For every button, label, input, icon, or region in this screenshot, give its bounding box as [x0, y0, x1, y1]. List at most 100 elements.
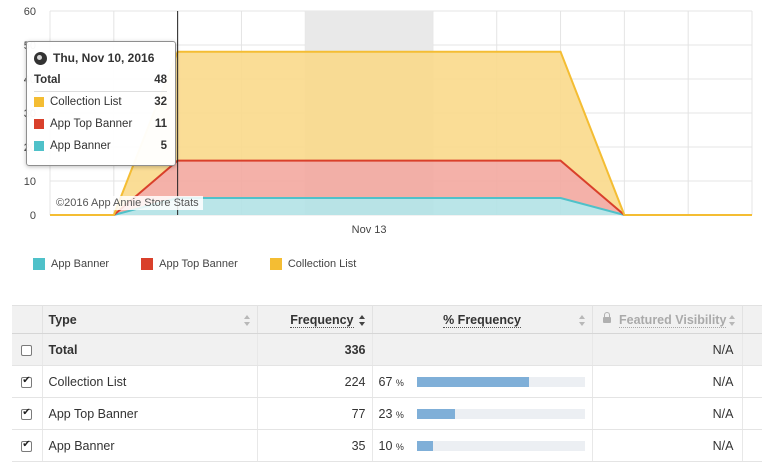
tooltip-total-value: 48 — [154, 74, 167, 86]
row-checkbox[interactable] — [21, 439, 33, 452]
legend-swatch — [33, 258, 45, 270]
row-checkbox[interactable] — [21, 375, 33, 388]
pct-value: 10 % — [379, 439, 417, 453]
row-checkbox-cell — [12, 365, 43, 398]
x-tick-label: Nov 13 — [352, 224, 387, 236]
legend-swatch — [269, 258, 282, 270]
pct-number: 67 — [378, 374, 393, 389]
header-frequency[interactable]: Frequency — [257, 305, 373, 334]
chart-areas — [50, 50, 752, 216]
pct-bar-fill — [416, 408, 456, 419]
row-checkbox-cell — [12, 429, 43, 462]
header-featured-visibility[interactable]: Featured Visibility — [592, 305, 743, 334]
row-checkbox-cell — [12, 333, 43, 366]
header-check-cell — [12, 305, 43, 334]
header-pct-frequency[interactable]: % Frequency — [372, 305, 593, 334]
pct-unit: % — [395, 409, 404, 420]
table-row: App Banner 35 10 % N/A — [12, 429, 762, 462]
row-type: App Top Banner — [42, 397, 258, 430]
tooltip-row-label: App Top Banner — [50, 118, 133, 130]
y-tick-label: 60 — [24, 6, 36, 18]
row-frequency: 35 — [257, 429, 373, 462]
row-frequency: 77 — [257, 397, 373, 430]
header-type[interactable]: Type — [42, 305, 258, 334]
pct-bar-track — [416, 408, 585, 419]
tooltip-total-label: Total — [34, 74, 61, 86]
row-extra-cell — [742, 397, 762, 430]
header-extra-cell — [742, 305, 762, 334]
frequency-table: Type Frequency % Frequency Featured Visi… — [12, 305, 762, 462]
legend-label: App Banner — [51, 258, 110, 270]
row-frequency: 336 — [257, 333, 373, 366]
legend-item-collection-list[interactable]: Collection List — [269, 258, 357, 270]
row-pct-cell: 23 % — [372, 397, 593, 430]
row-type: App Banner — [42, 429, 258, 462]
row-type: Total — [42, 333, 258, 366]
tooltip-row-value: 5 — [160, 140, 167, 152]
y-tick-label: 10 — [24, 176, 36, 188]
sort-desc-icon[interactable] — [358, 315, 366, 326]
row-extra-cell — [742, 365, 762, 398]
row-pct-cell: 10 % — [372, 429, 593, 462]
tooltip-row-value: 11 — [154, 118, 167, 130]
lock-icon — [602, 311, 611, 323]
pct-unit: % — [395, 441, 404, 452]
header-type-label: Type — [48, 312, 77, 327]
row-featured: N/A — [592, 429, 743, 462]
chart-credit: ©2016 App Annie Store Stats — [52, 196, 203, 210]
pct-cell: 10 % — [373, 439, 592, 453]
row-pct-cell — [372, 333, 593, 366]
tooltip-date: Thu, Nov 10, 2016 — [53, 51, 155, 65]
sort-icon[interactable] — [728, 315, 736, 326]
sort-icon[interactable] — [243, 315, 251, 326]
legend-item-app-banner[interactable]: App Banner — [33, 258, 109, 270]
pct-bar-fill — [416, 376, 530, 387]
table-row-total: Total 336 N/A — [12, 333, 762, 366]
pct-bar-track — [416, 440, 585, 451]
tooltip-total-row: Total 48 — [34, 72, 167, 88]
legend-swatch — [141, 258, 154, 270]
chart-legend: App Banner App Top Banner Collection Lis… — [33, 258, 388, 270]
table-row: App Top Banner 77 23 % N/A — [12, 397, 762, 430]
row-type: Collection List — [42, 365, 258, 398]
tooltip-row-label: Collection List — [50, 96, 122, 108]
row-featured: N/A — [592, 333, 743, 366]
y-tick-label: 0 — [30, 210, 36, 222]
row-frequency: 224 — [257, 365, 373, 398]
tooltip-row: App Top Banner 11 — [34, 116, 167, 132]
legend-label: Collection List — [287, 258, 357, 270]
legend-item-app-top-banner[interactable]: App Top Banner — [141, 258, 238, 270]
tooltip-row-label: App Banner — [50, 140, 111, 152]
tooltip-swatch — [34, 119, 44, 129]
legend-label: App Top Banner — [159, 258, 238, 270]
header-frequency-label: Frequency — [290, 312, 354, 328]
globe-icon — [34, 51, 47, 65]
tooltip-row: App Banner 5 — [34, 138, 167, 154]
pct-number: 10 — [378, 438, 393, 453]
pct-value: 23 % — [379, 407, 417, 421]
header-featured-visibility-label: Featured Visibility — [618, 312, 727, 328]
tooltip-row: Collection List 32 — [34, 94, 167, 110]
row-checkbox[interactable] — [21, 407, 33, 420]
row-extra-cell — [742, 333, 762, 366]
row-checkbox-cell — [12, 397, 43, 430]
row-checkbox[interactable] — [21, 344, 33, 356]
row-pct-cell: 67 % — [372, 365, 593, 398]
table-row: Collection List 224 67 % N/A — [12, 365, 762, 398]
tooltip-swatch — [34, 97, 44, 107]
sort-icon[interactable] — [578, 315, 586, 326]
pct-number: 23 — [378, 406, 393, 421]
tooltip-header: Thu, Nov 10, 2016 — [34, 51, 154, 65]
tooltip-divider — [34, 91, 167, 92]
pct-unit: % — [395, 377, 404, 388]
tooltip-swatch — [34, 141, 44, 151]
row-featured: N/A — [592, 365, 743, 398]
pct-value: 67 % — [379, 375, 417, 389]
row-extra-cell — [742, 429, 762, 462]
pct-cell: 67 % — [373, 375, 592, 389]
pct-cell: 23 % — [373, 407, 592, 421]
row-featured: N/A — [592, 397, 743, 430]
chart-tooltip: Thu, Nov 10, 2016 Total 48 Collection Li… — [26, 41, 176, 166]
pct-bar-fill — [416, 440, 434, 451]
header-pct-frequency-label: % Frequency — [443, 312, 521, 328]
